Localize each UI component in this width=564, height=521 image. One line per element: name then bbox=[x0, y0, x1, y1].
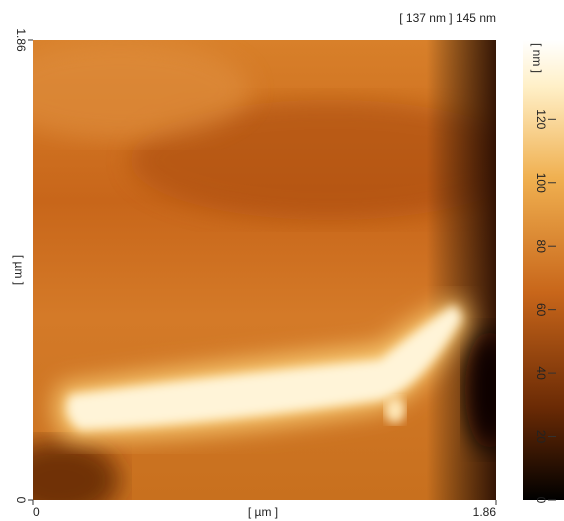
y-tick-label: 0 bbox=[14, 497, 28, 504]
colorbar-tick-label: 80 bbox=[534, 240, 548, 254]
chart-title: [ 137 nm ] 145 nm bbox=[399, 11, 496, 25]
colorbar-tick-label: 40 bbox=[534, 366, 548, 380]
colorbar-tick-label: 120 bbox=[534, 109, 548, 129]
afm-image bbox=[0, 40, 530, 520]
colorbar-tick-label: 100 bbox=[534, 173, 548, 193]
colorbar-tick-label: 0 bbox=[534, 497, 548, 504]
colorbar-tick-label: 60 bbox=[534, 303, 548, 317]
y-axis-label: [ µm ] bbox=[12, 255, 26, 285]
chart: [ 137 nm ] 145 nm [ µm ] [ µm ] [ nm ] 0… bbox=[0, 0, 564, 521]
x-tick-label: 0 bbox=[33, 505, 40, 519]
x-tick-label: 1.86 bbox=[473, 505, 497, 519]
y-tick-label: 1.86 bbox=[14, 28, 28, 52]
colorbar-tick-label: 20 bbox=[534, 430, 548, 444]
x-axis-label: [ µm ] bbox=[248, 505, 278, 519]
colorbar-label: [ nm ] bbox=[530, 43, 544, 73]
